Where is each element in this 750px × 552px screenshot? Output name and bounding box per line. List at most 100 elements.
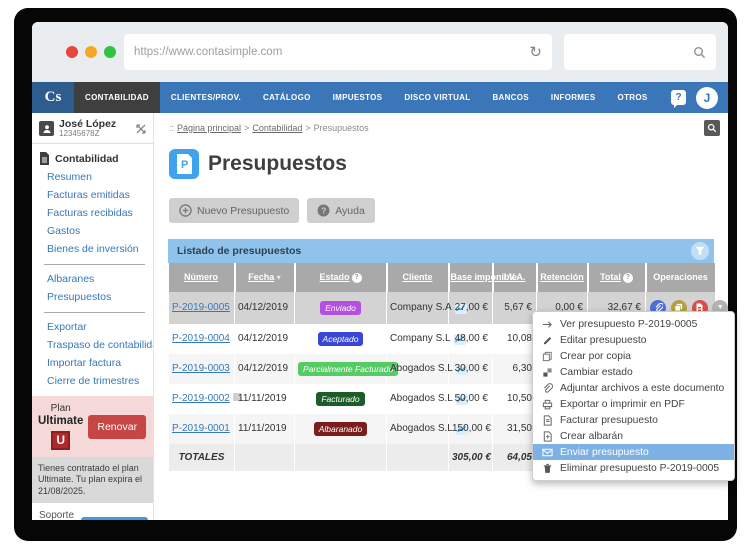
help-icon[interactable]: ? — [351, 272, 362, 283]
browser-search-input[interactable] — [564, 34, 716, 70]
cell-fecha: 11/11/2019 — [234, 383, 295, 414]
totals-iva: 64,05 — [492, 443, 537, 471]
page-search-button[interactable] — [704, 120, 720, 136]
sidebar-user-name: José López — [59, 118, 117, 130]
sidebar-item-albaranes[interactable]: Albaranes — [47, 273, 95, 286]
cell-iva: 31,50 — [492, 413, 537, 444]
renew-plan-button[interactable]: Renovar — [88, 414, 147, 439]
menu-item-exportar-pdf[interactable]: Exportar o imprimir en PDF — [533, 396, 734, 412]
pencil-icon — [543, 336, 552, 344]
close-window-icon[interactable] — [66, 46, 78, 58]
sidebar-section-contabilidad: Contabilidad — [32, 144, 153, 168]
cell-base: 27,00 € — [448, 291, 493, 324]
presupuesto-link[interactable]: P-2019-0003 — [172, 363, 230, 375]
breadcrumb-contabilidad[interactable]: Contabilidad — [252, 123, 303, 133]
invoice-icon — [543, 414, 552, 426]
sidebar-item-bienes-inversion[interactable]: Bienes de inversión — [47, 243, 139, 256]
cell-cliente: Company S.L — [390, 332, 451, 344]
question-circle-icon: ? — [317, 204, 330, 217]
menu-item-facturar-presupuesto[interactable]: Facturar presupuesto — [533, 412, 734, 428]
menu-item-eliminar-presupuesto[interactable]: Eliminar presupuesto P-2019-0005 — [533, 460, 734, 476]
menu-item-crear-albaran[interactable]: Crear albarán — [533, 428, 734, 444]
col-header-numero[interactable]: Número — [168, 263, 235, 292]
support-label: Soporte al usuario — [39, 509, 75, 520]
maximize-window-icon[interactable] — [104, 46, 116, 58]
plan-label: Plan — [50, 403, 71, 415]
help-bubble-icon[interactable]: ? — [671, 90, 686, 108]
breadcrumb-prefix: :: — [169, 123, 175, 133]
sidebar-divider — [44, 264, 145, 266]
nav-item-disco-virtual[interactable]: DISCO VIRTUAL — [404, 93, 471, 102]
sidebar-item-facturas-recibidas[interactable]: Facturas recibidas — [47, 207, 133, 220]
col-header-total[interactable]: Total? — [586, 263, 646, 292]
trash-icon — [543, 463, 552, 473]
col-header-cliente[interactable]: Cliente — [385, 263, 449, 292]
col-header-estado[interactable]: Estado? — [293, 263, 387, 292]
status-badge: Albaranado — [313, 421, 368, 436]
presupuesto-link[interactable]: P-2019-0005 — [172, 302, 230, 314]
address-bar[interactable]: https://www.contasimple.com ↻ — [124, 34, 552, 70]
nav-item-catalogo[interactable]: CATÁLOGO — [263, 93, 311, 102]
breadcrumb-home[interactable]: Página principal — [177, 123, 242, 133]
presupuestos-page-icon: P — [169, 149, 199, 179]
cell-base: 50,00 € — [448, 383, 493, 414]
menu-item-adjuntar-archivos[interactable]: Adjuntar archivos a este documento — [533, 380, 734, 396]
minimize-window-icon[interactable] — [85, 46, 97, 58]
nav-item-informes[interactable]: INFORMES — [550, 93, 596, 102]
presupuesto-link[interactable]: P-2019-0001 — [172, 423, 230, 435]
page-title: Presupuestos — [208, 152, 347, 175]
menu-item-cambiar-estado[interactable]: Cambiar estado — [533, 364, 734, 380]
traffic-lights — [66, 46, 116, 58]
panel-title: Listado de presupuestos — [177, 245, 302, 257]
col-header-base[interactable]: Base imponible — [447, 263, 517, 292]
sidebar-item-facturas-emitidas[interactable]: Facturas emitidas — [47, 189, 130, 202]
pdf-icon — [696, 303, 703, 313]
sidebar-item-gastos[interactable]: Gastos — [47, 225, 81, 238]
menu-item-ver-presupuesto[interactable]: Ver presupuesto P-2019-0005 — [533, 316, 734, 332]
collapse-sidebar-icon[interactable] — [135, 123, 147, 135]
sidebar-item-presupuestos[interactable]: Presupuestos — [47, 291, 112, 304]
refresh-icon[interactable]: ↻ — [529, 44, 542, 61]
breadcrumb: :: Página principal > Contabilidad > Pre… — [154, 113, 728, 140]
plus-circle-icon — [179, 204, 192, 217]
presupuesto-link[interactable]: P-2019-0002 — [172, 393, 230, 405]
svg-text:P: P — [181, 159, 188, 171]
new-presupuesto-button[interactable]: Nuevo Presupuesto — [169, 198, 300, 223]
sidebar-item-importar-factura[interactable]: Importar factura — [47, 357, 122, 370]
cell-base: 30,00 € — [448, 353, 493, 384]
status-badge: Facturado — [316, 391, 365, 406]
sidebar-item-traspaso-contabilidad[interactable]: Traspaso de contabilidad — [47, 339, 154, 352]
nav-item-impuestos[interactable]: IMPUESTOS — [332, 93, 383, 102]
nav-item-bancos[interactable]: BANCOS — [492, 93, 529, 102]
nav-item-contabilidad[interactable]: CONTABILIDAD — [74, 82, 160, 113]
cell-cliente: Abogados S.L — [390, 392, 453, 404]
help-button[interactable]: ? Ayuda — [307, 198, 375, 223]
col-header-fecha[interactable]: Fecha ▾ — [233, 263, 295, 292]
cell-iva: 5,67 € — [492, 291, 537, 324]
sidebar-item-exportar[interactable]: Exportar — [47, 321, 87, 334]
menu-item-enviar-presupuesto[interactable]: Enviar presupuesto — [533, 444, 734, 460]
app-logo[interactable]: Cs — [32, 82, 74, 113]
user-avatar[interactable]: J — [696, 86, 718, 109]
sidebar-item-cierre-trimestres[interactable]: Cierre de trimestres — [47, 375, 140, 388]
filter-button[interactable] — [691, 242, 709, 260]
breadcrumb-current: Presupuestos — [313, 123, 369, 133]
col-header-iva[interactable]: I.V.A. — [491, 263, 537, 292]
cell-cliente: Abogados S.L — [390, 422, 453, 434]
search-icon — [707, 123, 717, 133]
envelope-icon — [542, 448, 553, 456]
table-header-row: Número Fecha ▾ Estado? Cliente Base impo… — [168, 263, 715, 292]
col-header-retencion[interactable]: Retención — [535, 263, 588, 292]
nav-item-otros[interactable]: OTROS — [617, 93, 648, 102]
plan-ultimate-badge: U — [51, 431, 71, 451]
menu-item-editar-presupuesto[interactable]: Editar presupuesto — [533, 332, 734, 348]
nav-item-clientes-prov[interactable]: CLIENTES/PROV. — [170, 93, 242, 102]
status-badge: Enviado — [320, 300, 361, 315]
sidebar-item-resumen[interactable]: Resumen — [47, 171, 92, 184]
presupuesto-link[interactable]: P-2019-0004 — [172, 333, 230, 345]
user-icon — [39, 121, 54, 137]
caret-down-icon: ▼ — [716, 304, 724, 312]
contact-button[interactable]: ✉ Contactar — [81, 516, 148, 520]
menu-item-crear-por-copia[interactable]: Crear por copia — [533, 348, 734, 364]
help-icon[interactable]: ? — [622, 272, 633, 283]
